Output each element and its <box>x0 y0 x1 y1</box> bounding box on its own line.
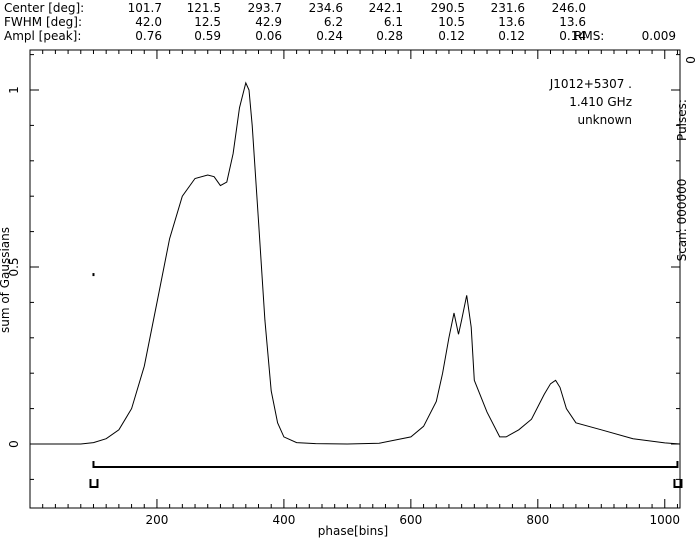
header-value: 242.1 <box>369 1 403 15</box>
source-label: J1012+5307 . <box>549 77 632 91</box>
y-tick-label: 0.5 <box>7 257 21 276</box>
header-value: 234.6 <box>309 1 343 15</box>
span-bracket-marker <box>89 479 99 489</box>
header-value: 0.06 <box>255 29 282 43</box>
header-value: 6.1 <box>384 15 403 29</box>
rms-label: RMS: <box>574 29 604 43</box>
header-value: 13.6 <box>498 15 525 29</box>
header-value: 12.5 <box>194 15 221 29</box>
y-tick-label: 1 <box>7 86 21 94</box>
x-tick-label: 200 <box>146 513 169 527</box>
header-value: 0.12 <box>438 29 465 43</box>
side-scan-label: Scan: 000000 <box>675 179 689 262</box>
plot-frame <box>29 49 681 509</box>
x-tick-label: 1000 <box>649 513 680 527</box>
header-row-label: Ampl [peak]: <box>4 29 81 43</box>
header-value: 121.5 <box>187 1 221 15</box>
header-value: 42.0 <box>135 15 162 29</box>
header-value: 13.6 <box>559 15 586 29</box>
header-value: 246.0 <box>552 1 586 15</box>
x-tick-label: 600 <box>399 513 422 527</box>
observer-label: unknown <box>577 113 632 127</box>
header-value: 0.76 <box>135 29 162 43</box>
header-value: 6.2 <box>324 15 343 29</box>
side-pulses-label: Pulses: <box>675 99 689 141</box>
header-value: 0.28 <box>376 29 403 43</box>
x-tick-label: 800 <box>526 513 549 527</box>
header-value: 0.59 <box>194 29 221 43</box>
y-axis-label: sum of Gaussians <box>0 227 12 333</box>
x-axis-label: phase[bins] <box>318 524 388 538</box>
header-row-label: FWHM [deg]: <box>4 15 82 29</box>
profile-line <box>30 81 681 445</box>
header-value: 101.7 <box>128 1 162 15</box>
x-tick-label: 400 <box>272 513 295 527</box>
header-value: 0.12 <box>498 29 525 43</box>
span-bracket-marker <box>673 479 683 489</box>
side-zero-label: 0 <box>683 56 697 64</box>
y-tick-label: 0 <box>7 440 21 448</box>
header-row-label: Center [deg]: <box>4 1 84 15</box>
header-value: 231.6 <box>491 1 525 15</box>
header-value: 293.7 <box>248 1 282 15</box>
frequency-label: 1.410 GHz <box>569 95 632 109</box>
gaussian-header: Center [deg]: 101.7 121.5 293.7 234.6 242.1 29… <box>4 1 676 43</box>
header-value: 290.5 <box>431 1 465 15</box>
header-value: 0.24 <box>316 29 343 43</box>
header-value: 10.5 <box>438 15 465 29</box>
rms-value: 0.009 <box>642 29 676 43</box>
header-value: 42.9 <box>255 15 282 29</box>
header-value: 0.14 <box>559 29 586 43</box>
